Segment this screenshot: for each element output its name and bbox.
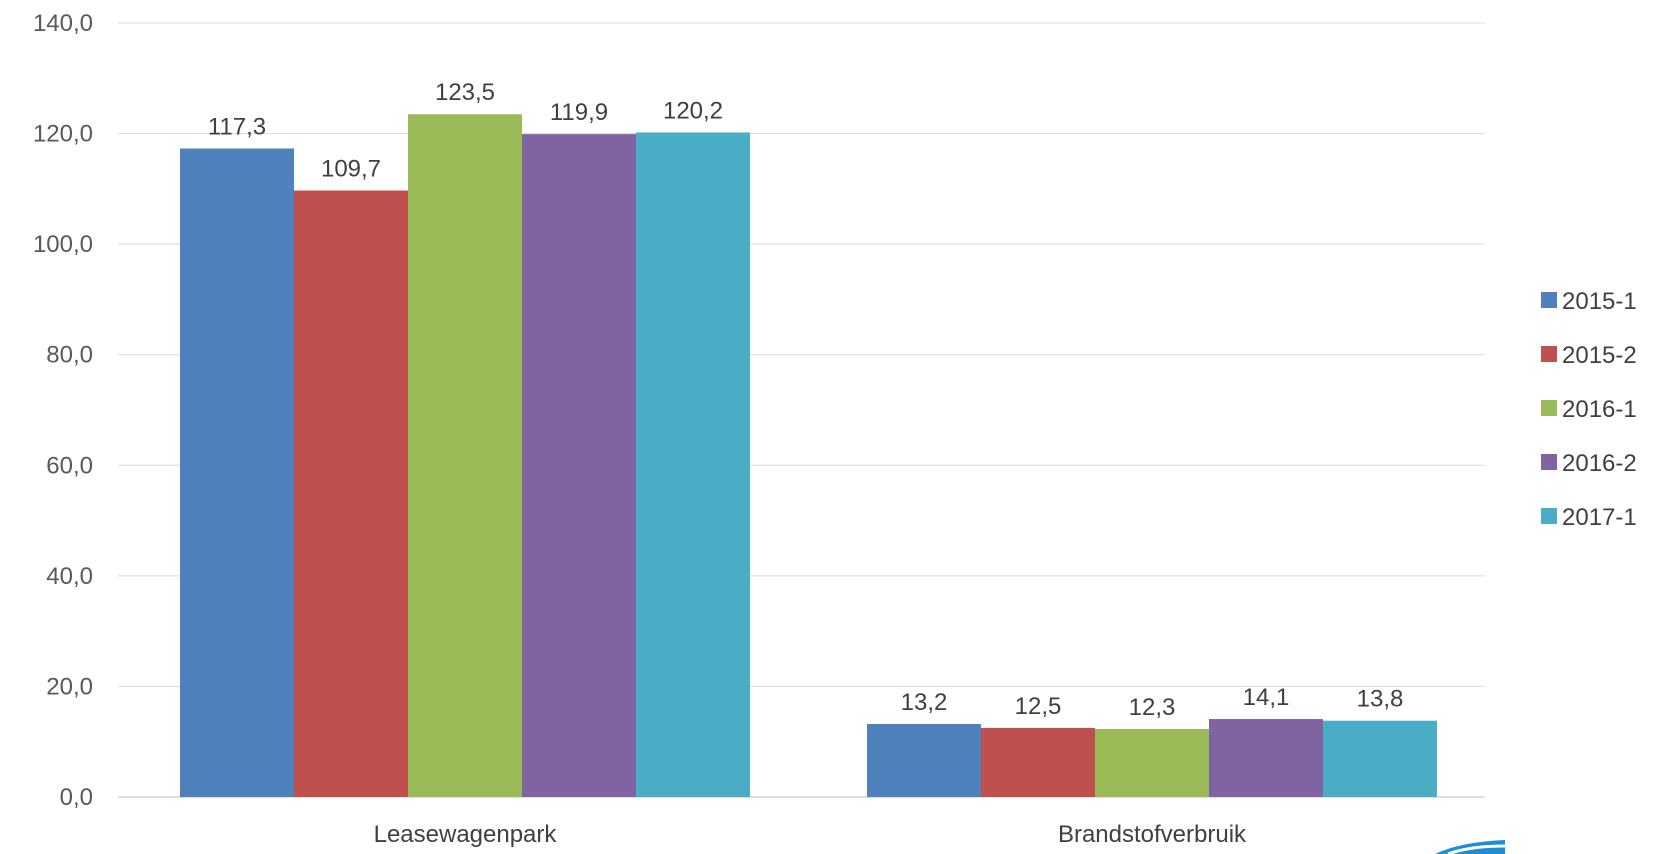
data-label: 13,2 bbox=[901, 689, 948, 716]
legend-label: 2016-1 bbox=[1562, 396, 1637, 423]
data-label: 12,3 bbox=[1129, 694, 1176, 721]
legend-swatch bbox=[1541, 346, 1557, 362]
y-tick-label: 140,0 bbox=[33, 10, 93, 37]
legend: 2015-1 2015-2 2016-1 2016-2 2017-1 bbox=[1541, 288, 1637, 531]
y-tick-label: 60,0 bbox=[46, 452, 93, 479]
bar bbox=[867, 724, 981, 797]
data-label: 123,5 bbox=[435, 79, 495, 106]
data-label: 117,3 bbox=[208, 113, 266, 140]
data-label: 119,9 bbox=[550, 99, 608, 126]
legend-swatch bbox=[1541, 454, 1557, 470]
bars bbox=[180, 114, 1437, 798]
data-label: 13,8 bbox=[1357, 686, 1404, 713]
y-axis-tick-labels: 0,0 20,0 40,0 60,0 80,0 100,0 120,0 140,0 bbox=[33, 10, 93, 811]
legend-item: 2016-1 bbox=[1541, 396, 1637, 423]
bar bbox=[1209, 719, 1323, 797]
legend-item: 2017-1 bbox=[1541, 504, 1637, 531]
bar bbox=[294, 190, 408, 797]
bar bbox=[981, 727, 1095, 797]
bar bbox=[522, 134, 636, 798]
x-category-label: Leasewagenpark bbox=[374, 821, 558, 848]
legend-label: 2015-1 bbox=[1562, 288, 1637, 315]
legend-item: 2015-1 bbox=[1541, 288, 1637, 315]
data-label: 120,2 bbox=[663, 97, 723, 124]
logo-icon bbox=[1435, 840, 1506, 854]
bar bbox=[1095, 728, 1209, 797]
x-axis-category-labels: Leasewagenpark Brandstofverbruik bbox=[374, 821, 1247, 848]
y-tick-label: 20,0 bbox=[46, 673, 93, 700]
y-tick-label: 40,0 bbox=[46, 563, 93, 590]
legend-swatch bbox=[1541, 400, 1557, 416]
y-tick-label: 100,0 bbox=[33, 231, 93, 258]
data-labels: 117,3 109,7 123,5 119,9 120,2 13,2 12,5 12,3 14,… bbox=[208, 79, 1404, 721]
bar bbox=[408, 114, 522, 797]
y-tick-label: 120,0 bbox=[33, 121, 93, 148]
x-category-label: Brandstofverbruik bbox=[1058, 821, 1247, 848]
bar bbox=[636, 132, 750, 798]
y-tick-label: 80,0 bbox=[46, 342, 93, 369]
legend-swatch bbox=[1541, 508, 1557, 524]
bar bbox=[180, 148, 294, 798]
data-label: 109,7 bbox=[321, 156, 381, 183]
legend-label: 2017-1 bbox=[1562, 504, 1637, 531]
bar bbox=[1323, 720, 1437, 797]
legend-item: 2016-2 bbox=[1541, 450, 1637, 477]
data-label: 14,1 bbox=[1243, 684, 1290, 711]
legend-label: 2015-2 bbox=[1562, 342, 1637, 369]
y-tick-label: 0,0 bbox=[60, 784, 93, 811]
legend-swatch bbox=[1541, 292, 1557, 308]
legend-label: 2016-2 bbox=[1562, 450, 1637, 477]
legend-item: 2015-2 bbox=[1541, 342, 1637, 369]
data-label: 12,5 bbox=[1015, 693, 1062, 720]
